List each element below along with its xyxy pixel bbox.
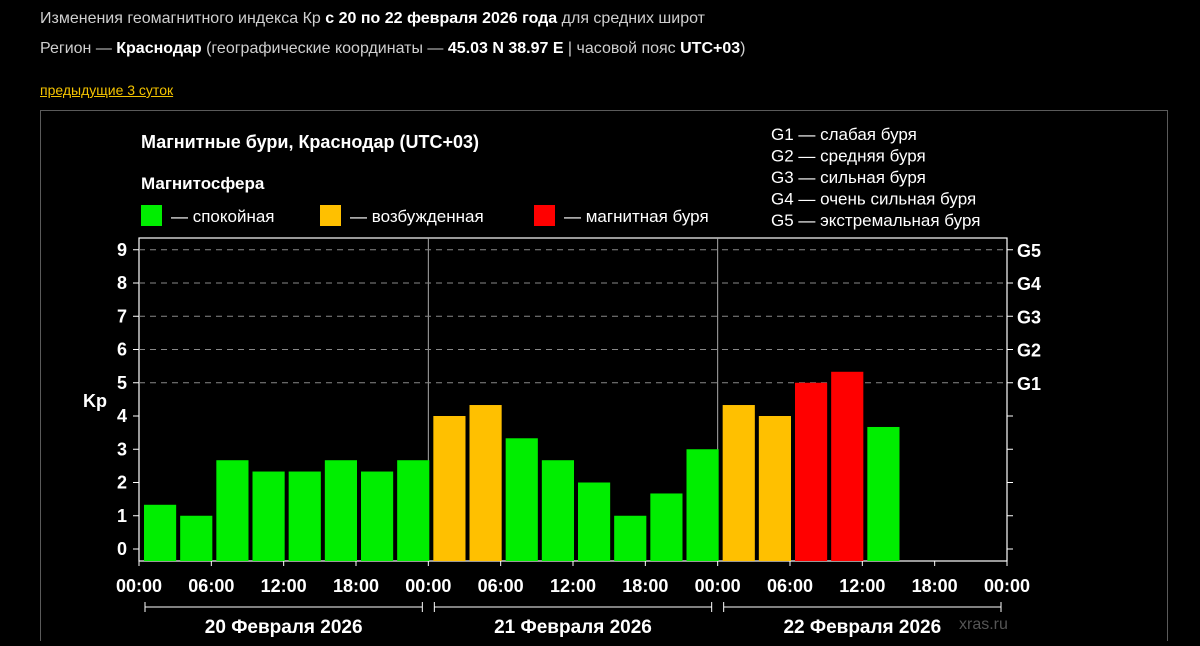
region-city: Краснодар bbox=[116, 40, 202, 57]
previous-3-days-link[interactable]: предыдущие 3 суток bbox=[40, 82, 174, 98]
kp-bar bbox=[722, 405, 755, 561]
x-tick-label: 00:00 bbox=[695, 576, 741, 596]
coords-value: 45.03 N 38.97 E bbox=[447, 40, 564, 57]
y-tick-label: 7 bbox=[117, 306, 127, 326]
y-tick-label: 0 bbox=[117, 539, 127, 559]
kp-chart-panel: Магнитные бури, Краснодар (UTC+03) Магни… bbox=[40, 110, 1168, 641]
kp-bar bbox=[433, 416, 466, 561]
kp-bar bbox=[505, 438, 538, 561]
plot-area: G1 G2 G3 G4 G5 0 1 2 3 4 5 6 7 8 9 00:00 06:00 12:00 18:00… bbox=[116, 237, 1041, 638]
x-tick-label: 00:00 bbox=[116, 576, 162, 596]
kp-bar bbox=[614, 515, 647, 561]
y-tick-label: 3 bbox=[117, 439, 127, 459]
kp-bar bbox=[288, 471, 321, 561]
day-label: 21 Февраля 2026 bbox=[494, 617, 652, 638]
region-label: Регион — bbox=[40, 40, 117, 57]
legend-swatch bbox=[320, 205, 341, 226]
kp-bar bbox=[324, 460, 357, 561]
kp-chart: Магнитные бури, Краснодар (UTC+03) Магни… bbox=[83, 125, 1041, 638]
x-tick-label: 18:00 bbox=[622, 576, 668, 596]
kp-bar bbox=[397, 460, 430, 561]
kp-bar bbox=[650, 493, 683, 561]
storm-scale-item: G5 — экстремальная буря bbox=[771, 211, 980, 230]
day-label: 20 Февраля 2026 bbox=[205, 617, 363, 638]
day-label: 22 Февраля 2026 bbox=[783, 617, 941, 638]
chart-title: Магнитные бури, Краснодар (UTC+03) bbox=[141, 132, 479, 152]
kp-bar bbox=[831, 371, 864, 561]
x-tick-label: 18:00 bbox=[912, 576, 958, 596]
kp-bar bbox=[867, 426, 900, 561]
kp-bar bbox=[361, 471, 394, 561]
legend: — спокойная — возбужденная — магнитная бур… bbox=[141, 205, 709, 226]
kp-bar bbox=[795, 382, 828, 561]
y-tick-label: 8 bbox=[117, 273, 127, 293]
kp-bar bbox=[758, 416, 791, 561]
g-level-label: G5 bbox=[1017, 241, 1041, 261]
y-tick-label: 4 bbox=[117, 406, 127, 426]
kp-bar bbox=[180, 515, 213, 561]
g-level-label: G1 bbox=[1017, 374, 1041, 394]
x-tick-label: 06:00 bbox=[478, 576, 524, 596]
g-level-label: G3 bbox=[1017, 307, 1041, 327]
x-tick-label: 06:00 bbox=[188, 576, 234, 596]
legend-label: — спокойная bbox=[171, 207, 275, 226]
x-tick-label: 12:00 bbox=[550, 576, 596, 596]
kp-bar bbox=[216, 460, 249, 561]
header-line-2: Регион — Краснодар (географические коорд… bbox=[40, 40, 745, 58]
header-date-range: с 20 по 22 февраля 2026 года bbox=[325, 10, 558, 27]
timezone-label: | часовой пояс bbox=[563, 40, 681, 57]
storm-scale-item: G2 — средняя буря bbox=[771, 147, 926, 166]
x-tick-label: 18:00 bbox=[333, 576, 379, 596]
kp-bar bbox=[686, 449, 719, 561]
y-tick-label: 9 bbox=[117, 240, 127, 260]
legend-label: — магнитная буря bbox=[564, 207, 709, 226]
header-text: ) bbox=[740, 40, 746, 57]
legend-swatch bbox=[534, 205, 555, 226]
storm-scale-item: G3 — сильная буря bbox=[771, 168, 926, 187]
legend-label: — возбужденная bbox=[350, 207, 484, 226]
x-tick-label: 12:00 bbox=[839, 576, 885, 596]
kp-bar bbox=[541, 460, 574, 561]
kp-bar bbox=[469, 405, 502, 561]
y-tick-label: 6 bbox=[117, 340, 127, 360]
kp-bar bbox=[252, 471, 285, 561]
storm-scale-item: G1 — слабая буря bbox=[771, 125, 917, 144]
coords-label: (географические координаты — bbox=[201, 40, 448, 57]
y-tick-label: 2 bbox=[117, 473, 127, 493]
y-axis-label: Kp bbox=[83, 391, 107, 411]
x-tick-label: 00:00 bbox=[405, 576, 451, 596]
x-tick-label: 06:00 bbox=[767, 576, 813, 596]
x-tick-label: 12:00 bbox=[261, 576, 307, 596]
watermark: xras.ru bbox=[959, 616, 1008, 633]
legend-swatch bbox=[141, 205, 162, 226]
storm-scale-legend: G1 — слабая буря G2 — средняя буря G3 — си… bbox=[771, 125, 980, 230]
timezone-value: UTC+03 bbox=[680, 40, 741, 57]
x-tick-label: 00:00 bbox=[984, 576, 1030, 596]
kp-bar bbox=[578, 482, 611, 561]
header-line-1: Изменения геомагнитного индекса Кр с 20 … bbox=[40, 10, 705, 28]
y-tick-label: 5 bbox=[117, 373, 127, 393]
kp-bar bbox=[144, 504, 177, 561]
header-text: Изменения геомагнитного индекса Кр bbox=[40, 10, 326, 27]
storm-scale-item: G4 — очень сильная буря bbox=[771, 190, 976, 209]
g-level-label: G4 bbox=[1017, 274, 1041, 294]
legend-title: Магнитосфера bbox=[141, 174, 265, 193]
header-text: для средних широт bbox=[557, 10, 705, 27]
g-level-label: G2 bbox=[1017, 341, 1041, 361]
y-tick-label: 1 bbox=[117, 506, 127, 526]
